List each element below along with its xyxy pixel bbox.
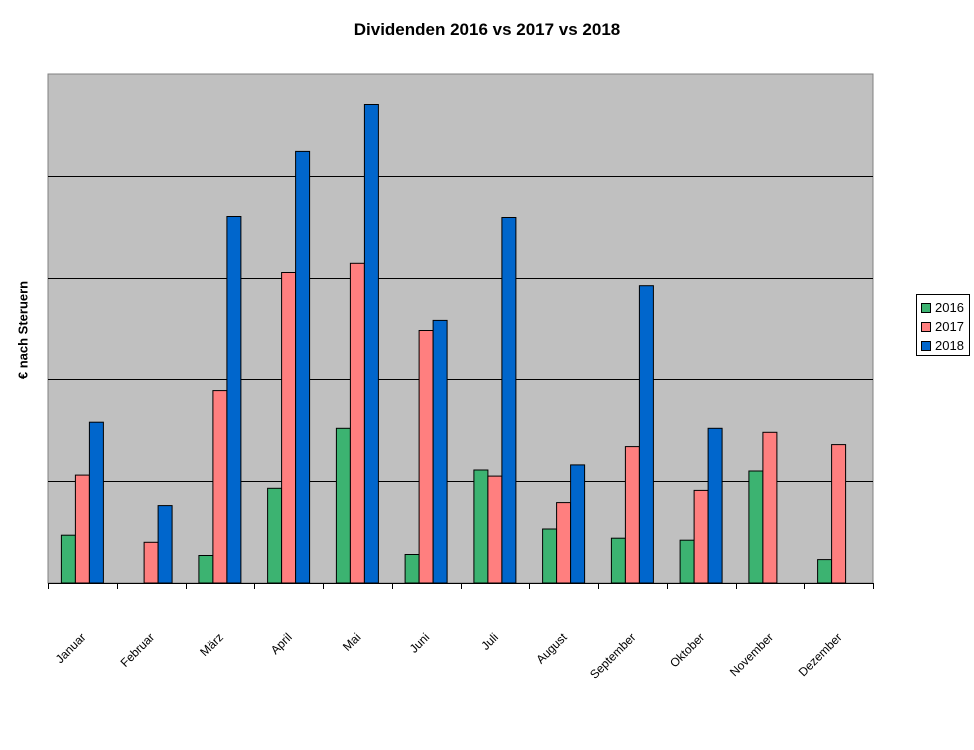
bar-2017-märz [212,390,228,584]
bar-2017-juli [487,475,503,584]
bar-2016-november [748,470,764,584]
legend-item-2018: 2018 [917,336,969,355]
bar-2018-juli [501,217,517,584]
legend-swatch-2017 [921,321,931,332]
x-tick-label-januar: Januar [53,630,89,666]
bar-2018-april [295,150,311,584]
x-tick-label-dezember: Dezember [796,630,845,679]
bar-2018-märz [226,216,242,584]
bar-2016-september [610,537,626,584]
bar-2018-juni [432,319,448,584]
x-tick-label-april: April [268,630,295,657]
legend-label-2018: 2018 [935,338,964,353]
x-tick-label-november: November [727,630,776,679]
plot-area [47,73,874,584]
x-tick-label-juli: Juli [478,630,501,653]
legend-label-2017: 2017 [935,319,964,334]
bar-2018-oktober [707,427,723,584]
x-tick-label-mai: Mai [340,630,364,654]
bar-2017-april [281,272,297,584]
x-tick-label-juni: Juni [407,630,432,655]
legend: 2016 2017 2018 [916,294,970,356]
legend-item-2016: 2016 [917,298,969,317]
bar-2016-juli [473,469,489,584]
bar-2016-august [542,528,558,584]
legend-label-2016: 2016 [935,300,964,315]
x-tick-label-februar: Februar [118,630,158,670]
bar-2016-januar [60,534,76,584]
bar-2017-september [624,446,640,584]
bar-2017-august [556,502,572,584]
x-tick-label-oktober: Oktober [667,630,707,670]
legend-swatch-2018 [921,340,931,351]
chart-title: Dividenden 2016 vs 2017 vs 2018 [353,20,621,39]
bar-2016-mai [335,427,351,584]
bar-2017-januar [74,474,90,584]
x-tick-label-august: August [533,630,570,667]
bar-2018-februar [157,505,173,584]
bar-2017-november [762,431,778,584]
bar-2017-juni [418,330,434,584]
bar-2017-oktober [693,489,709,584]
bar-2016-märz [198,555,214,584]
bar-2018-august [570,464,586,584]
legend-item-2017: 2017 [917,317,969,336]
x-tick-label-september: September [587,630,638,681]
bar-2016-dezember [817,559,833,584]
bar-2017-mai [349,262,365,584]
bar-2017-dezember [831,444,847,584]
bar-2016-juni [404,554,420,584]
bar-2018-januar [88,421,104,584]
bar-2018-mai [363,104,379,584]
legend-swatch-2016 [921,302,931,313]
bar-2018-september [638,285,654,584]
bar-2016-oktober [679,539,695,584]
bar-2017-februar [143,541,159,584]
x-tick-label-märz: März [197,630,226,659]
bar-2016-april [267,487,283,584]
